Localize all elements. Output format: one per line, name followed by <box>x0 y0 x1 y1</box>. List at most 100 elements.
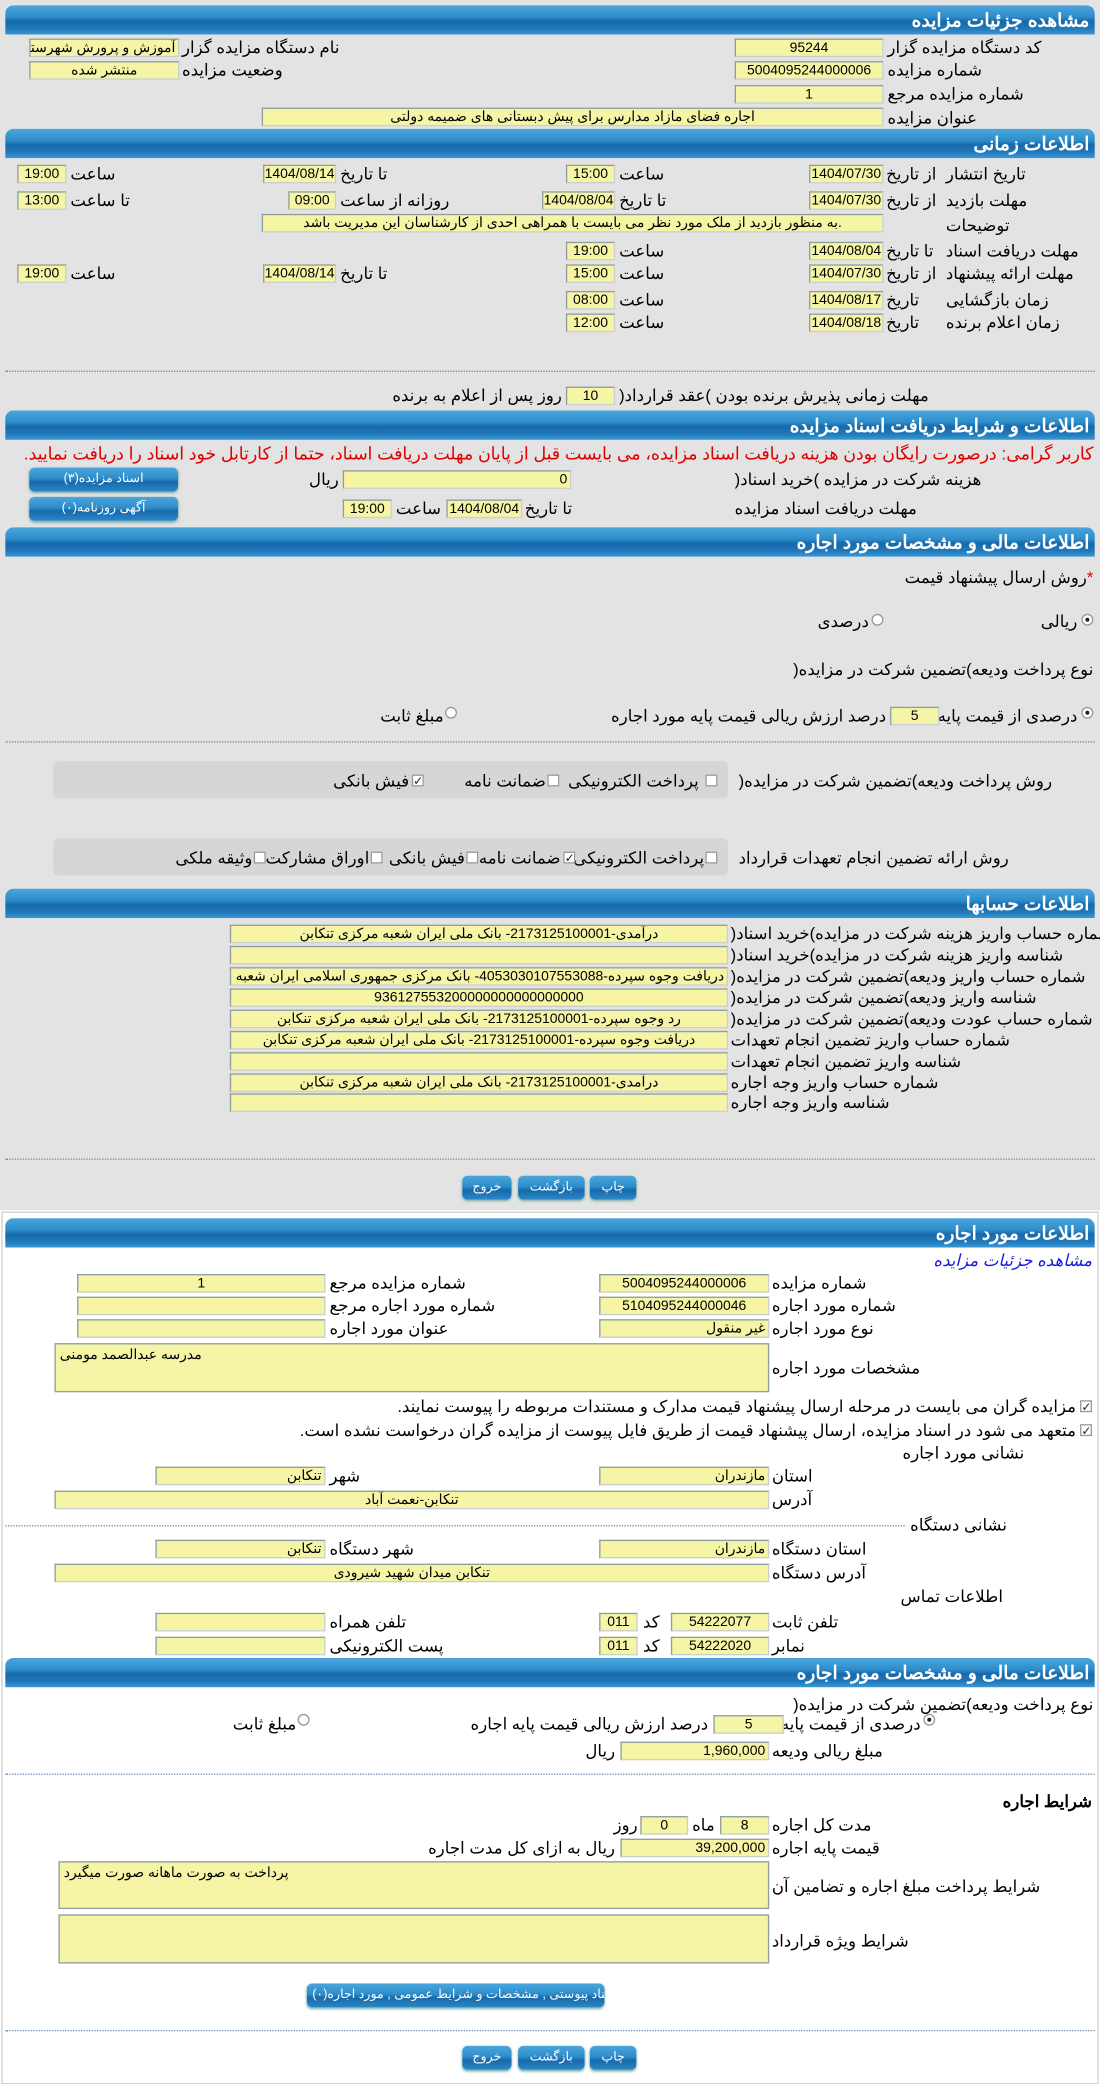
lease-deposit-fixed-label: مبلغ ثابت <box>232 1715 297 1734</box>
to-hour-label: تا ساعت <box>70 191 130 210</box>
lease-ref-number-label: شماره مزایده مرجع <box>329 1274 466 1293</box>
deposit-guarantee-checkbox[interactable] <box>547 774 560 787</box>
price-method-rial-radio[interactable] <box>1081 613 1094 626</box>
guarantee-property-label: وثیقه ملکی <box>175 848 253 868</box>
lease-deposit-fixed-radio[interactable] <box>297 1713 310 1726</box>
account-label: شناسه واریز ودیعه)تضمین شرکت در مزایده( <box>730 988 1037 1008</box>
deposit-type-label: نوع پرداخت ودیعه)تضمین شرکت در مزایده( <box>793 660 1094 679</box>
section-title: اطلاعات مالی و مشخصات مورد اجاره <box>796 531 1090 553</box>
guarantee-bonds-label: اوراق مشارکت <box>265 848 370 868</box>
account-value: درآمدی-2173125100001- بانک ملی ایران شعب… <box>229 1073 729 1093</box>
account-label: شماره حساب واریز هزینه شرکت در مزایده)خر… <box>730 924 1100 944</box>
from-date-label: از تاریخ <box>886 264 937 283</box>
newspaper-ads-button[interactable]: آگهی روزنامه(۰) <box>29 496 179 521</box>
hour-label: ساعت <box>70 264 116 283</box>
guarantee-methods-box <box>53 838 729 876</box>
deposit-amount-field: 1,960,000 <box>620 1741 770 1761</box>
visit-daily-from: 09:00 <box>288 191 337 210</box>
org-address-label: آدرس دستگاه <box>771 1563 867 1583</box>
fee-field: 0 <box>342 470 572 489</box>
guarantee-property-checkbox[interactable] <box>253 851 266 864</box>
date-label: تاریخ <box>886 313 920 333</box>
lease-specs-textarea: مدرسه عبدالصمد مومنی <box>54 1343 770 1393</box>
base-price-suffix: ریال به ازای کل مدت اجاره <box>428 1838 616 1858</box>
attach-documents-checkbox[interactable]: ✓ <box>1080 1400 1093 1414</box>
attachments-button-label: اسناد پیوستی , مشخصات و شرایط عمومی , مو… <box>312 1987 605 2003</box>
fax-field: 54222020 <box>670 1636 770 1656</box>
visit-from-date: 1404/07/30 <box>809 191 884 210</box>
section-title: اطلاعات و شرایط دریافت اسناد مزایده <box>789 414 1090 436</box>
phone-label: تلفن ثابت <box>771 1612 839 1632</box>
org-province-field: مازندران <box>599 1539 770 1559</box>
org-city-label: شهر دستگاه <box>329 1539 415 1559</box>
lease-ref-number: 1 <box>77 1274 326 1293</box>
account-value: درآمدی-2173125100001- بانک ملی ایران شعب… <box>229 924 729 944</box>
lease-item-number: 5104095244000046 <box>599 1296 770 1316</box>
exit-button[interactable]: خروج <box>462 1175 512 1200</box>
divider <box>5 1525 905 1527</box>
contact-heading: اطلاعات تماس <box>900 1587 1004 1607</box>
account-label: شناسه واریز هزینه شرکت در مزایده)خرید اس… <box>730 945 1064 965</box>
lease-auction-number: 5004095244000006 <box>599 1274 770 1293</box>
payment-terms-textarea: پرداخت به صورت ماهانه صورت میگیرد <box>58 1861 770 1910</box>
deposit-fixed-radio[interactable] <box>445 706 458 719</box>
attachments-button[interactable]: اسناد پیوستی , مشخصات و شرایط عمومی , مو… <box>306 1983 605 2008</box>
area-code-label: کد <box>642 1636 660 1656</box>
guarantee-bonds-checkbox[interactable] <box>370 851 383 864</box>
deposit-percent-label: درصدی از قیمت پایه <box>937 706 1078 726</box>
price-method-percent-label: درصدی <box>817 612 869 632</box>
print-button[interactable]: چاپ <box>589 1175 637 1200</box>
deposit-percent-field: 5 <box>890 706 940 726</box>
email-field <box>155 1636 326 1656</box>
hour-label: ساعت <box>70 164 116 184</box>
back-button[interactable]: بازگشت <box>518 2045 585 2070</box>
deposit-electronic-label: پرداخت الکترونیکی <box>568 771 699 791</box>
deposit-guarantee-label: ضمانت نامه <box>464 771 547 791</box>
publish-label: تاریخ انتشار <box>945 164 1026 184</box>
guarantee-electronic-label: پرداخت الکترونیکی <box>573 848 705 868</box>
guarantee-electronic-checkbox[interactable] <box>705 851 718 864</box>
org-code-label: کد دستگاه مزایده گزار <box>887 38 1042 58</box>
section-header-lease-financial: اطلاعات مالی و مشخصات مورد اجاره <box>5 1657 1095 1688</box>
lease-deposit-percent-field: 5 <box>713 1715 784 1734</box>
lease-specs-label: مشخصات مورد اجاره <box>771 1359 921 1378</box>
deposit-bank-receipt-label: فیش بانکی <box>333 771 410 791</box>
phone-field: 54222077 <box>670 1612 770 1632</box>
deposit-percent-radio[interactable] <box>1081 706 1094 719</box>
opening-label: زمان بازگشایی <box>945 290 1049 310</box>
org-name-label: نام دستگاه مزایده گزار <box>182 38 340 58</box>
print-button[interactable]: چاپ <box>589 2045 637 2070</box>
lease-item-ref <box>77 1296 326 1316</box>
exit-button[interactable]: خروج <box>462 2045 512 2070</box>
required-mark: * <box>1086 568 1094 588</box>
account-value: 936127553200000000000000000 <box>229 988 729 1008</box>
price-method-label: *روش ارسال پیشنهاد قیمت <box>905 567 1094 588</box>
lease-deposit-percent-radio[interactable] <box>923 1713 936 1726</box>
price-method-percent-radio[interactable] <box>871 613 884 626</box>
auction-documents-button[interactable]: اسناد مزایده(۳) <box>29 467 179 492</box>
special-terms-label: شرایط ویژه قرارداد <box>771 1931 909 1951</box>
divider <box>5 1158 1095 1160</box>
account-label: شماره حساب واریز وجه اجاره <box>730 1073 939 1093</box>
fax-label: نمابر <box>771 1636 805 1656</box>
section-header-financial: اطلاعات مالی و مشخصات مورد اجاره <box>5 527 1095 557</box>
hour-label: ساعت <box>619 164 665 184</box>
guarantee-letter-checkbox[interactable]: ✓ <box>563 851 576 865</box>
back-button[interactable]: بازگشت <box>518 1175 585 1200</box>
offer-from-time: 15:00 <box>565 264 616 283</box>
guarantee-bank-receipt-checkbox[interactable] <box>466 851 479 864</box>
section-title: اطلاعات زمانی <box>973 132 1090 155</box>
deposit-electronic-checkbox[interactable] <box>705 774 718 787</box>
to-date-label: تا تاریخ <box>340 164 388 184</box>
lease-deposit-percent-suffix: درصد ارزش ریالی قیمت پایه اجاره <box>470 1715 709 1734</box>
province-field: مازندران <box>599 1466 770 1486</box>
section-title: اطلاعات مالی و مشخصات مورد اجاره <box>796 1661 1090 1684</box>
phone-code-field: 011 <box>599 1612 638 1632</box>
lease-type: غیر منقول <box>599 1319 770 1338</box>
account-value <box>229 1052 729 1071</box>
to-date-label: تا تاریخ <box>524 499 573 519</box>
city-label: شهر <box>329 1466 361 1486</box>
no-attachment-commitment-checkbox[interactable]: ✓ <box>1080 1424 1093 1438</box>
deposit-bank-receipt-checkbox[interactable]: ✓ <box>411 774 424 788</box>
view-auction-details-link[interactable]: مشاهده جزئیات مزایده <box>933 1251 1093 1271</box>
